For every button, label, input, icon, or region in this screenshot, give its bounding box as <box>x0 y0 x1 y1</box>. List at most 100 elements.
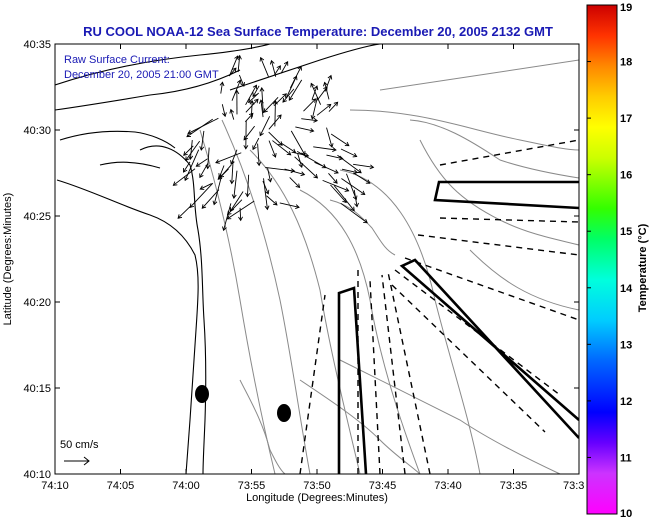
current-vector <box>177 205 191 219</box>
x-tick-label: 73:50 <box>303 480 331 492</box>
current-vector <box>246 174 250 197</box>
current-vector <box>207 147 210 169</box>
current-vector <box>200 183 212 190</box>
current-vector <box>238 74 245 87</box>
x-tick-label: 73:3 <box>563 480 584 492</box>
current-vector <box>230 109 235 120</box>
current-vector <box>252 85 260 97</box>
x-tick-label: 73:55 <box>238 480 266 492</box>
current-vector <box>282 88 295 103</box>
current-vector <box>186 118 213 137</box>
current-vector-head <box>272 152 277 158</box>
current-vector-head <box>327 74 333 80</box>
current-vector <box>244 113 254 123</box>
current-vector-head <box>365 179 371 184</box>
current-vector-head <box>188 155 194 161</box>
current-vector-head <box>272 200 278 206</box>
x-tick-label: 74:00 <box>172 480 200 492</box>
current-vector-head <box>352 152 358 158</box>
y-tick-label: 40:15 <box>23 383 51 395</box>
current-vector <box>217 168 229 180</box>
current-vector-head <box>186 132 192 138</box>
x-tick-labels: 74:10 74:05 74:00 73:55 73:50 73:45 73:40 73:35… <box>41 480 584 492</box>
current-vector-head <box>217 175 223 180</box>
current-vector <box>228 67 237 77</box>
colorbar-tick-label: 18 <box>620 57 632 69</box>
current-vector-head <box>245 192 251 198</box>
scale-arrow <box>64 456 90 466</box>
current-vector <box>221 104 226 117</box>
current-vector <box>185 140 201 161</box>
current-vector-head <box>249 100 255 105</box>
current-vector <box>201 189 220 209</box>
current-vector-head <box>283 61 289 66</box>
current-vector-head <box>291 148 297 154</box>
current-vector <box>227 199 243 215</box>
current-vector <box>326 154 343 160</box>
x-tick-label: 74:05 <box>107 480 135 492</box>
x-axis-label: Longitude (Degrees:Minutes) <box>246 492 388 504</box>
current-vector <box>257 143 260 166</box>
current-vector <box>294 156 318 179</box>
current-vector <box>288 79 303 101</box>
current-vector-head <box>219 81 225 87</box>
shipping-lane-boxes <box>337 180 579 474</box>
current-vector <box>303 98 316 112</box>
current-vector-head <box>297 65 302 71</box>
map-area: 50 cm/s Raw Surface Current: December 20… <box>55 44 579 474</box>
current-vector-head <box>313 117 319 123</box>
current-vector-head <box>295 204 300 209</box>
current-vector-head <box>243 145 249 150</box>
scale-label: 50 cm/s <box>60 439 99 451</box>
current-vector <box>337 154 362 174</box>
current-vector-head <box>201 204 207 209</box>
current-vector <box>196 158 208 167</box>
current-vector <box>279 202 300 208</box>
current-vector-head <box>277 114 282 120</box>
colorbar-tick-label: 10 <box>620 508 632 519</box>
current-vector-head <box>234 55 239 61</box>
current-vector-head <box>232 67 237 73</box>
current-vector <box>233 170 238 199</box>
current-vector <box>215 152 242 164</box>
current-vector-head <box>276 65 281 70</box>
x-tick-label: 73:40 <box>434 480 462 492</box>
current-vector <box>252 137 260 150</box>
current-vector <box>328 101 338 112</box>
current-vector-head <box>248 112 254 118</box>
current-vector <box>353 163 374 168</box>
current-vector-head <box>295 183 301 189</box>
current-vector <box>260 100 264 118</box>
current-vector-head <box>360 190 366 195</box>
current-vector-head <box>344 187 350 192</box>
current-vector-head <box>357 168 362 174</box>
y-tick-labels: 40:35 40:30 40:25 40:20 40:15 40:10 <box>23 39 51 481</box>
current-vector <box>330 184 347 203</box>
current-vector <box>184 149 200 181</box>
current-vector <box>173 168 196 186</box>
current-vector-head <box>264 205 270 211</box>
current-vector <box>341 168 358 173</box>
current-vector-head <box>231 194 237 199</box>
current-vector-head <box>252 92 257 98</box>
tick-marks <box>54 43 580 475</box>
current-vector <box>333 185 355 211</box>
current-vector <box>314 161 339 174</box>
current-vector-head <box>254 98 259 104</box>
y-tick-label: 40:10 <box>23 469 51 481</box>
current-vector-head <box>369 164 375 170</box>
current-vector-head <box>172 181 178 186</box>
y-tick-label: 40:30 <box>23 125 51 137</box>
current-vector <box>230 191 244 212</box>
current-vector <box>189 140 193 160</box>
current-vector <box>268 131 283 146</box>
current-vector <box>346 173 357 200</box>
x-tick-label: 73:35 <box>500 480 528 492</box>
current-vector <box>324 82 330 100</box>
current-vector-head <box>332 147 337 152</box>
station-marker-1 <box>195 385 209 403</box>
current-vector <box>328 172 338 184</box>
current-vector <box>262 180 269 195</box>
current-vector <box>230 149 238 165</box>
